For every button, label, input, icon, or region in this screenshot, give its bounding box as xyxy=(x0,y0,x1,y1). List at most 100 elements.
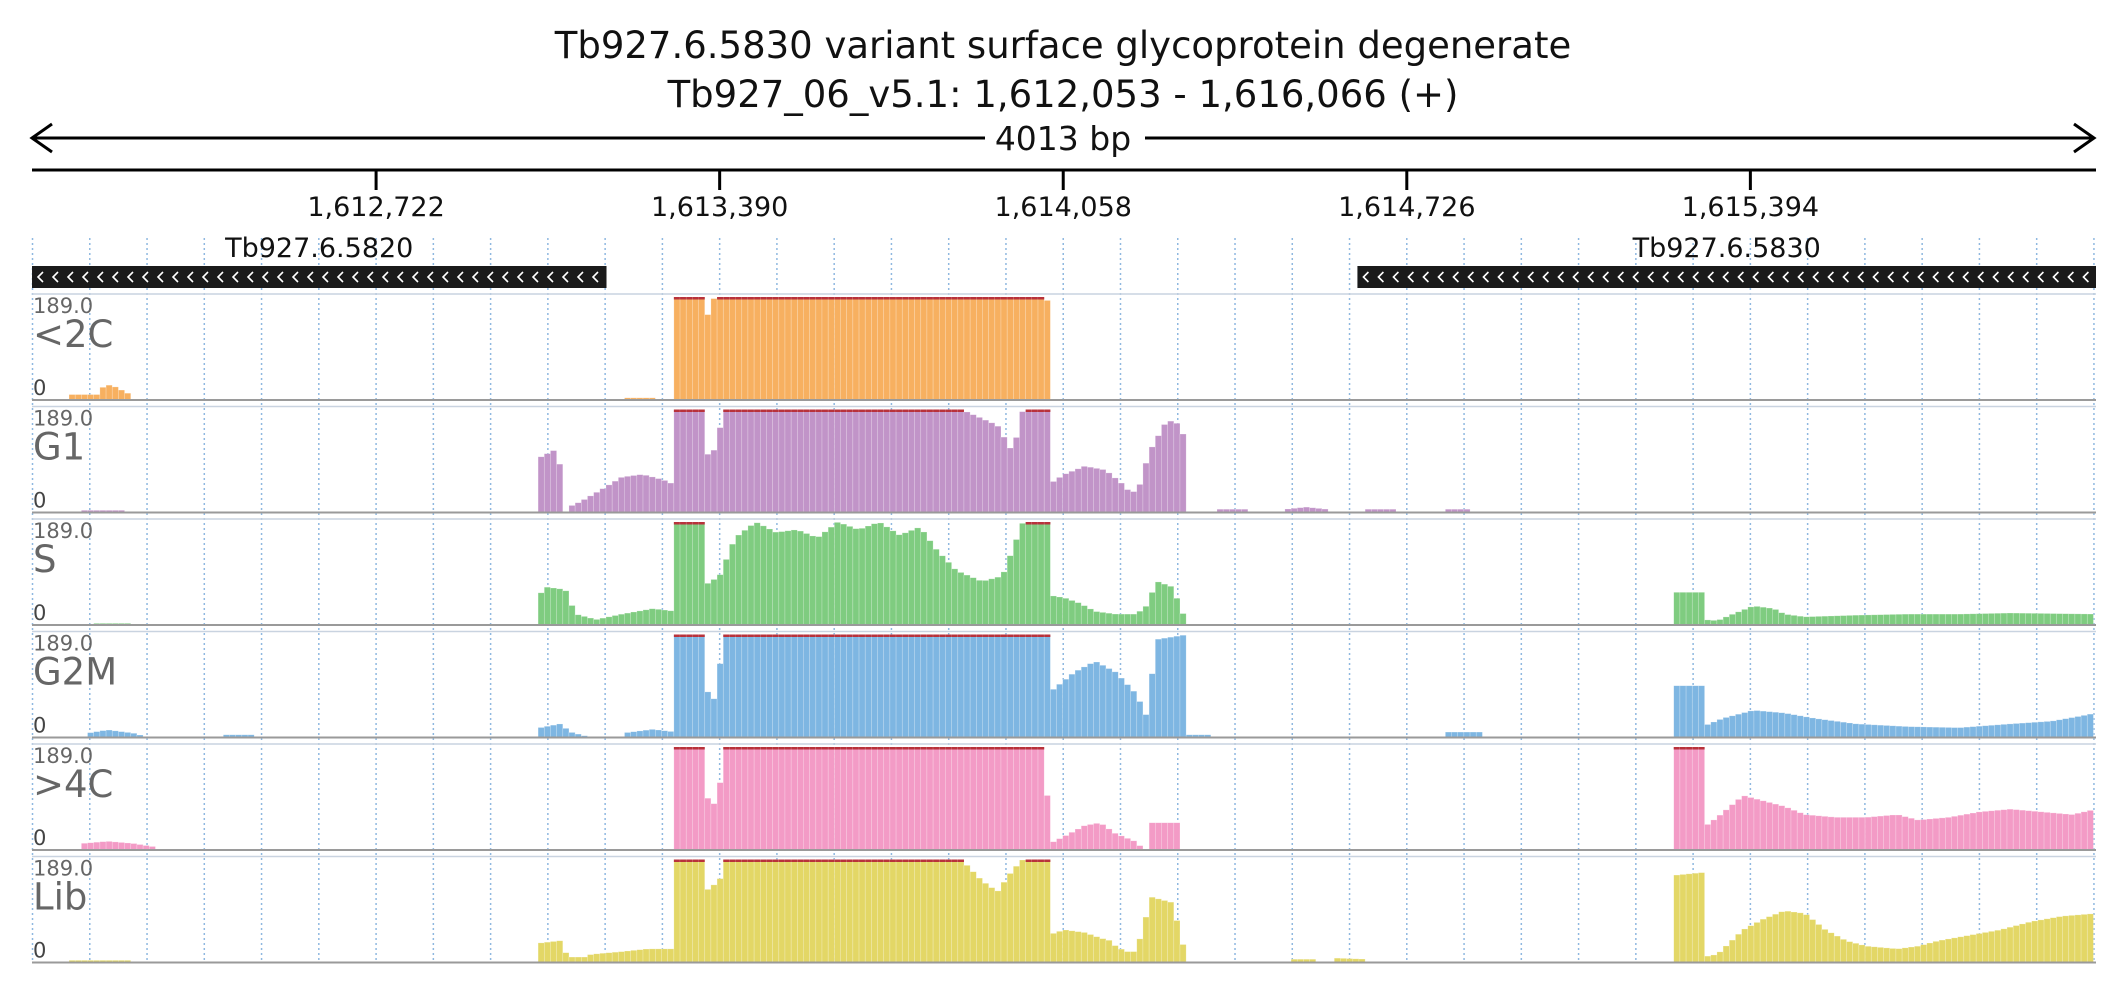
coverage-bar xyxy=(1161,424,1168,513)
coverage-bar xyxy=(1025,859,1033,963)
coverage-bar xyxy=(1920,726,1928,738)
coverage-bar xyxy=(951,409,959,513)
coverage-bar xyxy=(2049,917,2057,963)
coverage-bar xyxy=(1148,673,1156,738)
coverage-bar xyxy=(889,634,897,738)
clip-marker xyxy=(760,409,767,412)
coverage-bar xyxy=(840,409,847,513)
coverage-bar xyxy=(716,427,724,513)
clip-marker xyxy=(994,634,1001,637)
coverage-bar xyxy=(1803,716,1810,738)
coverage-bar xyxy=(1710,954,1718,963)
coverage-bar xyxy=(673,409,681,513)
coverage-bar xyxy=(988,422,996,513)
strand-chevron xyxy=(366,271,374,283)
coverage-bar xyxy=(1784,807,1792,851)
clip-marker xyxy=(939,634,946,637)
coverage-bar xyxy=(1124,613,1131,626)
gene-body[interactable] xyxy=(1357,266,2096,288)
coverage-bar xyxy=(550,724,557,738)
coverage-bar xyxy=(994,425,1002,513)
strand-chevron xyxy=(291,271,299,283)
clip-marker xyxy=(686,297,693,300)
strand-chevron xyxy=(1872,271,1879,283)
coverage-bar xyxy=(901,532,909,626)
strand-chevron xyxy=(396,271,404,283)
coverage-bar xyxy=(1105,612,1113,626)
clip-marker xyxy=(692,297,699,300)
clip-marker xyxy=(791,859,798,862)
coverage-bar xyxy=(1685,685,1693,738)
clip-marker xyxy=(951,747,958,750)
clip-marker xyxy=(1007,634,1014,637)
coverage-bar xyxy=(111,841,119,851)
clip-marker xyxy=(778,859,785,862)
coverage-bar xyxy=(1080,666,1088,738)
coverage-bar xyxy=(976,746,983,851)
clip-marker xyxy=(815,634,823,637)
clip-marker xyxy=(976,297,983,300)
clip-marker xyxy=(1013,634,1020,637)
coverage-bar xyxy=(759,409,767,513)
clip-marker xyxy=(686,859,693,862)
coverage-bar xyxy=(1907,817,1915,851)
clip-marker xyxy=(865,297,872,300)
coverage-bar xyxy=(105,384,113,401)
coverage-bar xyxy=(2043,721,2051,738)
coverage-bar xyxy=(976,877,983,963)
coverage-bar xyxy=(1167,586,1175,626)
coverage-bar xyxy=(1031,521,1039,626)
coverage-bar xyxy=(1685,873,1693,963)
clip-marker xyxy=(673,522,681,525)
clip-marker xyxy=(963,297,971,300)
coverage-bar xyxy=(988,296,996,401)
clip-marker xyxy=(809,747,816,750)
strand-chevron xyxy=(1947,271,1954,283)
clip-marker xyxy=(951,634,958,637)
coverage-bar xyxy=(729,296,736,401)
track-name: G2M xyxy=(33,651,117,694)
strand-chevron xyxy=(171,271,179,283)
coverage-bar xyxy=(722,859,730,963)
coverage-bar xyxy=(2080,914,2088,963)
coverage-bar xyxy=(1087,934,1094,963)
coverage-bar xyxy=(932,746,940,851)
strand-chevron xyxy=(186,271,194,283)
coverage-bar xyxy=(753,522,761,626)
gene-Tb927.6.5820[interactable]: Tb927.6.5820 xyxy=(32,233,607,288)
gene-Tb927.6.5830[interactable]: Tb927.6.5830 xyxy=(1357,233,2096,288)
clip-marker xyxy=(865,409,872,412)
track-ymin-label: 0 xyxy=(33,489,46,513)
coverage-bar xyxy=(581,499,588,513)
coverage-bar xyxy=(1161,637,1168,738)
coverage-bar xyxy=(901,746,909,851)
track-g1: 189.0G1 0 xyxy=(32,405,2096,514)
coverage-bar xyxy=(920,746,928,851)
track-ymax-label: 189.0 xyxy=(33,407,93,431)
clip-marker xyxy=(914,747,921,750)
coverage-bar xyxy=(1074,669,1082,738)
coverage-bar xyxy=(1784,910,1792,963)
coverage-bar xyxy=(932,859,940,963)
clip-marker xyxy=(871,747,878,750)
clip-marker xyxy=(852,409,860,412)
coverage-bar xyxy=(1827,816,1835,851)
track-name: <2C xyxy=(33,313,113,356)
coverage-bar xyxy=(809,634,817,738)
coverage-bar xyxy=(889,746,897,851)
clip-marker xyxy=(692,522,699,525)
coverage-bar xyxy=(1673,685,1681,738)
strand-chevron xyxy=(1677,271,1684,283)
coverage-bar xyxy=(1883,947,1891,963)
clip-marker xyxy=(698,409,705,412)
clip-marker xyxy=(883,409,890,412)
clip-marker xyxy=(957,747,964,750)
coverage-bar xyxy=(1037,521,1045,626)
coverage-bar xyxy=(741,529,749,626)
coverage-bar xyxy=(543,726,551,738)
coverage-bar xyxy=(111,386,119,401)
gene-body[interactable] xyxy=(32,266,607,288)
coverage-bar xyxy=(766,746,773,851)
coverage-bar xyxy=(889,530,897,626)
clip-marker xyxy=(791,297,798,300)
